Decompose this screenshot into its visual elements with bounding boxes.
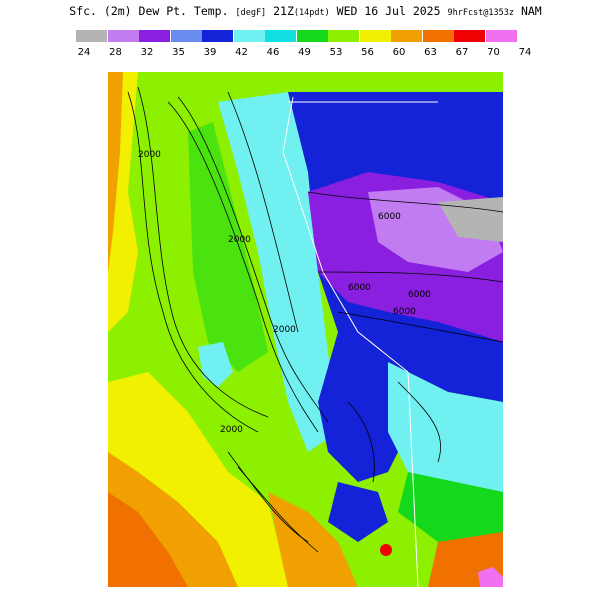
legend-label: 42 (235, 47, 248, 58)
legend-swatch (485, 30, 517, 42)
legend-swatch (139, 30, 170, 42)
contour-label: 6000 (378, 212, 401, 222)
region-blue-patch (328, 482, 388, 542)
legend-swatch (359, 30, 391, 42)
contour-label: 6000 (393, 307, 416, 317)
contour-labels: 2000 2000 2000 6000 6000 6000 6000 2000 (138, 150, 431, 435)
region-red-spot (380, 544, 392, 556)
legend-label: 63 (424, 47, 437, 58)
title-main: Sfc. (2m) Dew Pt. Temp. (69, 4, 229, 18)
legend-swatch (328, 30, 359, 42)
contour-label: 2000 (228, 235, 251, 245)
legend-label: 24 (77, 47, 91, 58)
region-green-se (398, 472, 503, 542)
region-grey (438, 197, 503, 242)
map-title: Sfc. (2m) Dew Pt. Temp. [degF] 21Z(14pdt… (0, 4, 611, 18)
region-orange-s (268, 492, 358, 587)
contour-lines (127, 86, 503, 553)
map-svg: 2000 2000 2000 6000 6000 6000 6000 2000 (108, 72, 503, 587)
region-valley-dark (188, 122, 268, 372)
legend-label: 74 (518, 47, 532, 58)
region-orange-coast (108, 72, 123, 272)
legend-label: 28 (109, 47, 122, 58)
legend-swatch (170, 30, 202, 42)
region-magenta-se (478, 567, 503, 587)
region-blue-south (318, 332, 408, 482)
legend-label: 70 (487, 47, 500, 58)
title-model: NAM (520, 4, 542, 18)
title-valid: 21Z (273, 4, 294, 18)
region-cyan-se (388, 362, 503, 492)
contour-label: 6000 (348, 283, 371, 293)
title-local: (14pdt) (293, 8, 330, 18)
legend-swatch (202, 30, 233, 42)
contour-label: 2000 (138, 150, 161, 160)
legend-label: 49 (298, 47, 311, 58)
legend-swatch (391, 30, 422, 42)
contour-label: 2000 (220, 425, 243, 435)
legend-label: 60 (392, 47, 406, 58)
legend-label: 67 (455, 47, 469, 58)
legend-label: 39 (203, 47, 217, 58)
title-forecast: 9hrFcst@1353z (447, 8, 514, 18)
legend-label: 35 (172, 47, 185, 58)
legend-label: 32 (140, 47, 154, 58)
legend-swatch (454, 30, 485, 42)
color-legend: 24 28 32 35 39 42 46 49 53 56 60 63 67 70 74 (0, 0, 611, 70)
region-cyan-sierra (218, 92, 338, 452)
region-cyan-pocket (198, 342, 233, 387)
contour-label: 2000 (273, 325, 296, 335)
legend-swatch (107, 30, 139, 42)
legend-swatch (76, 30, 107, 42)
title-units: [degF] (235, 8, 267, 18)
dewpoint-map: 2000 2000 2000 6000 6000 6000 6000 2000 (108, 72, 503, 587)
contour-label: 6000 (408, 290, 431, 300)
legend-label: 46 (266, 47, 280, 58)
legend-swatch (233, 30, 265, 42)
legend-swatch (296, 30, 328, 42)
region-darkorange-sw (108, 492, 188, 587)
legend-swatch (265, 30, 296, 42)
title-date: WED 16 Jul 2025 (336, 4, 441, 18)
legend-label: 53 (329, 47, 343, 58)
state-border-3 (407, 371, 419, 587)
legend-label: 56 (361, 47, 374, 58)
legend-swatch (422, 30, 454, 42)
